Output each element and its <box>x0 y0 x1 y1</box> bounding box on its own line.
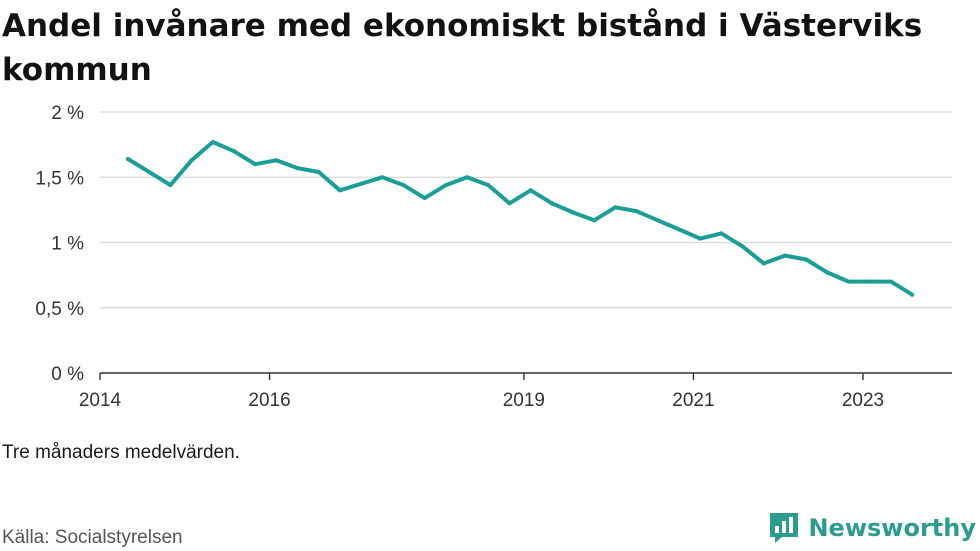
data-point <box>740 244 745 249</box>
x-tick-label: 2021 <box>672 390 714 411</box>
chart-note: Tre månaders medelvärden. <box>2 442 240 463</box>
data-point <box>825 270 830 275</box>
y-axis-ticks: 0 % 0,5 % 1 % 1,5 % 2 % <box>35 103 84 385</box>
data-point <box>782 253 787 258</box>
data-point <box>147 170 152 175</box>
data-point <box>125 156 130 161</box>
brand-name: Newsworthy <box>808 514 976 542</box>
data-point <box>867 279 872 284</box>
data-point <box>677 227 682 232</box>
data-point <box>295 166 300 171</box>
data-point <box>422 196 427 201</box>
data-point <box>761 261 766 266</box>
data-point <box>168 183 173 188</box>
data-point <box>888 279 893 284</box>
data-point <box>592 218 597 223</box>
data-point <box>210 140 215 145</box>
data-point <box>910 292 915 297</box>
y-tick-label: 1 % <box>51 234 84 255</box>
chart-title: Andel invånare med ekonomiskt bistånd i … <box>2 8 923 88</box>
x-tick-label: 2019 <box>503 390 545 411</box>
data-point <box>719 231 724 236</box>
data-point <box>698 236 703 241</box>
data-point <box>571 210 576 215</box>
data-point <box>231 149 236 154</box>
source-credit: Källa: Socialstyrelsen <box>2 527 183 548</box>
data-point <box>465 175 470 180</box>
data-point <box>846 279 851 284</box>
y-tick-label: 1,5 % <box>35 168 84 189</box>
data-point <box>486 183 491 188</box>
data-point <box>316 170 321 175</box>
data-point <box>549 201 554 206</box>
grid-lines <box>100 111 952 309</box>
data-point <box>804 257 809 262</box>
data-point <box>274 158 279 163</box>
brand-logo: Newsworthy <box>768 511 976 545</box>
data-point <box>189 158 194 163</box>
line-chart: 0 % 0,5 % 1 % 1,5 % 2 % 2014 2016 2019 2021 2023 <box>35 103 952 411</box>
data-point <box>359 181 364 186</box>
newsworthy-logo-icon <box>770 513 799 543</box>
data-point <box>253 162 258 167</box>
data-point <box>380 175 385 180</box>
series-layer <box>125 140 915 297</box>
y-tick-label: 0 % <box>51 364 84 385</box>
y-tick-label: 0,5 % <box>35 299 84 320</box>
series-line <box>126 140 915 297</box>
x-axis: 2014 2016 2019 2021 2023 <box>79 372 952 411</box>
data-point <box>634 209 639 214</box>
data-point <box>401 183 406 188</box>
y-tick-label: 2 % <box>51 103 84 124</box>
data-point <box>337 188 342 193</box>
data-point <box>443 183 448 188</box>
data-point <box>528 188 533 193</box>
data-point <box>613 205 618 210</box>
x-tick-label: 2014 <box>79 390 122 411</box>
data-point <box>655 218 660 223</box>
data-point <box>507 201 512 206</box>
x-tick-label: 2016 <box>248 390 290 411</box>
x-tick-label: 2023 <box>842 390 884 411</box>
